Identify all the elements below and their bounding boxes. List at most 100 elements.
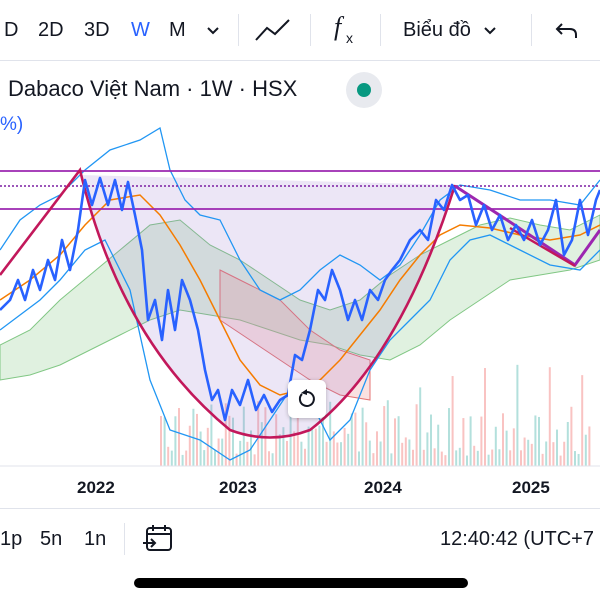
reset-chart-button[interactable] [288,380,326,418]
volume-bar [480,416,483,466]
volume-bar [358,451,360,466]
volume-bar [163,417,166,466]
time-axis-label: 2025 [512,478,550,497]
toolbar-divider [380,14,381,46]
volume-bar [484,368,486,466]
volume-bar [325,441,328,466]
volume-bar [548,367,551,466]
bottom-toolbar: 1p 5n 1n 12:40:42 (UTC+7 [0,508,600,569]
volume-bar [282,427,285,466]
volume-bar [293,431,296,466]
volume-bar [476,450,479,466]
volume-bar [430,414,432,466]
volume-bar [584,434,587,466]
volume-bar [469,416,472,466]
market-status-dot [357,83,371,97]
volume-bar [574,451,576,466]
volume-bar [376,431,378,466]
chart-type-button[interactable] [254,0,292,60]
time-axis-label: 2023 [219,478,257,497]
volume-bar [502,413,504,466]
volume-bar [239,440,242,466]
volume-bar [390,453,393,466]
interval-d[interactable]: D [4,18,19,41]
volume-bar [440,451,443,466]
volume-bar [340,442,342,466]
interval-w[interactable]: W [131,18,150,41]
volume-bar [214,450,216,466]
volume-bar [181,454,184,466]
volume-bar [286,440,288,466]
interval-2d[interactable]: 2D [38,18,64,41]
ichimoku-cloud-green [0,214,600,381]
market-status-button[interactable] [346,72,382,108]
volume-bar [167,446,170,466]
volume-bar [433,448,436,466]
volume-bar [415,404,418,466]
volume-bar [401,442,404,466]
volume-bar [520,450,522,466]
undo-icon [555,23,577,38]
volume-bar [368,440,371,466]
indicators-button[interactable]: f x [330,0,360,60]
volume-bar [311,429,314,466]
toolbar-divider [238,14,239,46]
volume-bar [372,453,375,466]
volume-bar [242,406,245,466]
volume-bar [235,453,238,466]
range-1p-button[interactable]: 1p [0,527,23,550]
volume-bar [275,414,278,466]
volume-bar [523,437,526,466]
volume-bar [448,408,450,466]
volume-bar [271,453,274,466]
volume-bar [588,426,591,466]
goto-date-button[interactable] [142,509,174,569]
chart-menu-label: Biểu đồ [403,18,471,41]
price-line [0,176,600,422]
volume-bar [206,427,209,466]
volume-bar [570,406,573,466]
clock-timezone[interactable]: 12:40:42 (UTC+7 [440,527,594,550]
range-1n-button[interactable]: 1n [84,527,107,550]
bottom-divider [124,523,125,555]
interval-3d[interactable]: 3D [84,18,110,41]
volume-bar [556,429,558,466]
volume-bar [304,448,306,466]
volume-bar [458,447,461,466]
volume-bar [577,453,580,466]
volume-bar [300,441,303,466]
volume-bar [412,449,414,466]
indicator-legend-fragment[interactable]: %) [0,114,24,135]
volume-bar [451,376,454,466]
volume-bar [426,432,429,466]
volume-bar [394,418,396,466]
interval-m[interactable]: M [169,18,186,41]
volume-bar [354,412,357,466]
volume-bar [408,439,411,466]
volume-bar [566,421,569,466]
symbol-legend[interactable]: Dabaco Việt Nam · 1W · HSX [8,76,298,101]
volume-bar [361,407,364,466]
volume-bar [350,413,353,466]
volume-bar [232,417,234,466]
undo-button[interactable] [554,0,580,60]
volume-bar [541,453,544,466]
toolbar-divider [310,14,311,46]
range-5n-button[interactable]: 5n [40,527,63,550]
volume-bar [563,441,566,466]
volume-bar [260,422,263,466]
volume-bar [203,450,206,466]
volume-bar [307,426,310,466]
volume-bar [224,403,227,466]
top-toolbar: D 2D 3D W M f x Biểu đồ [0,0,600,61]
volume-bar [552,442,555,466]
volume-bar [343,427,346,466]
volume-bar [188,425,191,466]
chart-menu-button[interactable]: Biểu đồ [403,0,499,60]
volume-bar [397,416,400,466]
chevron-down-icon [484,27,496,35]
reset-icon [298,389,315,407]
volume-bar [487,454,490,466]
interval-dropdown-button[interactable] [204,0,222,60]
